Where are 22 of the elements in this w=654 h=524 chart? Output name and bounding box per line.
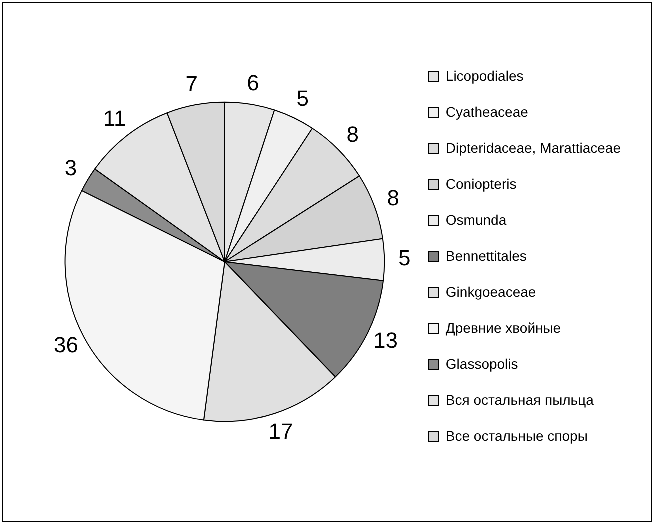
- legend-label: Ginkgoeaceae: [446, 284, 536, 300]
- data-label: 3: [64, 156, 78, 180]
- legend-label: Вся остальная пыльца: [446, 392, 594, 408]
- data-label: 8: [346, 122, 359, 147]
- legend-label: Licopodiales: [446, 68, 524, 84]
- legend-label: Coniopteris: [446, 176, 517, 192]
- data-label: 7: [186, 71, 198, 96]
- data-label: 8: [387, 185, 400, 210]
- data-label: 5: [296, 86, 310, 112]
- data-label: 17: [268, 418, 294, 444]
- data-label: 13: [374, 328, 398, 354]
- legend-label: Древние хвойные: [446, 320, 562, 336]
- data-label: 36: [54, 332, 79, 358]
- legend-label: Osmunda: [446, 212, 507, 228]
- legend-label: Все остальные споры: [446, 428, 588, 444]
- legend-label: Cyatheaceae: [446, 104, 529, 120]
- data-label: 11: [103, 106, 126, 132]
- data-label: 6: [247, 70, 260, 96]
- legend-label: Glassopolis: [446, 356, 518, 372]
- data-label: 5: [398, 246, 411, 271]
- legend-label: Bennettitales: [446, 248, 527, 264]
- legend-label: Dipteridaceae, Marattiaceae: [446, 140, 622, 156]
